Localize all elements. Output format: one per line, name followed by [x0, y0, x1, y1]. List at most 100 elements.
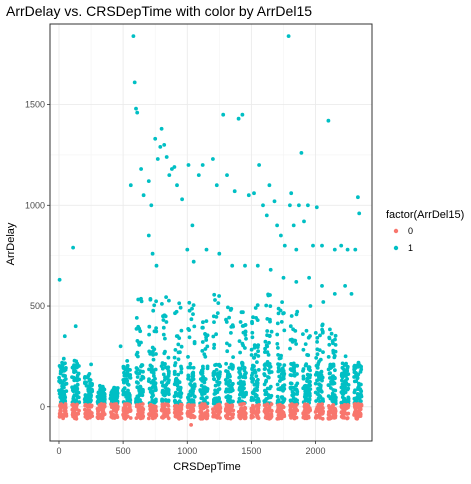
series-1-point [291, 391, 296, 396]
series-1-point [146, 179, 151, 184]
series-1-point [241, 394, 245, 399]
series-1-point [243, 372, 247, 376]
series-1-point [340, 395, 345, 400]
series-1-point [226, 305, 230, 310]
series-0-point [293, 406, 298, 410]
series-0-point [147, 404, 152, 408]
series-1-point [165, 387, 170, 392]
series-1-point [340, 371, 345, 376]
series-1-point [161, 318, 166, 322]
series-1-point [278, 362, 282, 367]
series-0-point [344, 406, 349, 411]
series-1-point [281, 369, 286, 373]
series-1-point [315, 378, 319, 383]
series-1-point [214, 368, 219, 372]
series-0-point [332, 414, 337, 419]
series-0-point [231, 408, 236, 413]
series-1-point [154, 263, 159, 268]
legend-label-0: 0 [408, 226, 413, 236]
series-0-point [187, 409, 191, 414]
series-0-points [57, 402, 364, 427]
series-1-point [191, 259, 196, 264]
x-tick-label: 1500 [241, 446, 261, 456]
series-1-point [315, 340, 319, 344]
series-1-point [288, 373, 293, 377]
series-1-point [263, 388, 267, 393]
series-1-point [340, 361, 345, 366]
series-1-point [262, 363, 267, 367]
panel-border [49, 23, 373, 442]
series-1-point [263, 350, 267, 354]
series-1-point [201, 320, 205, 325]
series-1-point [231, 355, 236, 359]
series-1-point [230, 363, 235, 368]
series-1-point [188, 361, 193, 366]
series-1-point [58, 369, 63, 373]
series-1-point [242, 368, 247, 373]
series-1-point [250, 319, 254, 324]
series-1-point [265, 329, 270, 333]
series-0-point [58, 409, 63, 414]
series-1-point [267, 340, 271, 345]
series-1-point [205, 344, 210, 349]
series-1-point [163, 336, 167, 341]
series-1-point [291, 223, 296, 228]
series-1-point [344, 399, 349, 404]
series-1-point [214, 332, 219, 337]
series-1-point [227, 343, 232, 348]
series-0-point [303, 408, 307, 413]
series-1-point [191, 384, 196, 388]
series-1-point [164, 320, 169, 324]
series-1-point [263, 339, 268, 344]
series-0-point [249, 415, 254, 420]
series-1-point [314, 356, 319, 360]
series-1-point [211, 401, 216, 406]
series-1-point [276, 369, 281, 374]
x-tick-label: 500 [116, 446, 131, 456]
series-1-point [256, 343, 261, 347]
series-1-point [225, 173, 229, 178]
series-0-point [359, 402, 364, 407]
series-1-point [199, 396, 204, 401]
series-1-point [244, 392, 248, 397]
series-1-point [229, 331, 233, 335]
series-1-point [135, 375, 140, 379]
series-1-point [173, 311, 177, 316]
series-1-point [294, 342, 298, 346]
series-1-point [140, 393, 145, 398]
series-1-point [167, 392, 171, 397]
series-1-point [267, 334, 272, 338]
series-1-point [125, 382, 130, 386]
series-1-point [352, 370, 357, 375]
series-1-point [118, 344, 123, 349]
series-1-point [212, 397, 217, 401]
series-1-point [200, 325, 205, 330]
series-1-point [308, 379, 312, 384]
series-1-point [289, 191, 294, 196]
series-1-point [125, 359, 130, 363]
series-1-point [333, 343, 338, 347]
series-1-point [199, 383, 204, 388]
series-1-point [167, 298, 171, 303]
series-1-point [188, 389, 193, 394]
series-1-point [279, 233, 283, 238]
series-1-point [359, 399, 363, 404]
series-1-point [161, 372, 166, 377]
series-0-point [114, 402, 119, 406]
series-1-point [83, 393, 88, 397]
x-tick-label: 2000 [306, 446, 326, 456]
series-1-point [319, 369, 324, 374]
series-1-point [276, 353, 280, 357]
series-1-point [139, 364, 143, 369]
series-1-point [332, 247, 337, 252]
series-1-point [352, 375, 356, 379]
series-1-point [241, 310, 245, 315]
series-0-point [230, 413, 235, 418]
series-1-point [282, 371, 287, 376]
series-1-point [243, 346, 247, 350]
series-0-point [147, 412, 151, 417]
series-1-point [288, 385, 293, 390]
series-0-point [137, 413, 141, 418]
series-1-point [179, 370, 184, 374]
series-1-point [176, 342, 181, 347]
